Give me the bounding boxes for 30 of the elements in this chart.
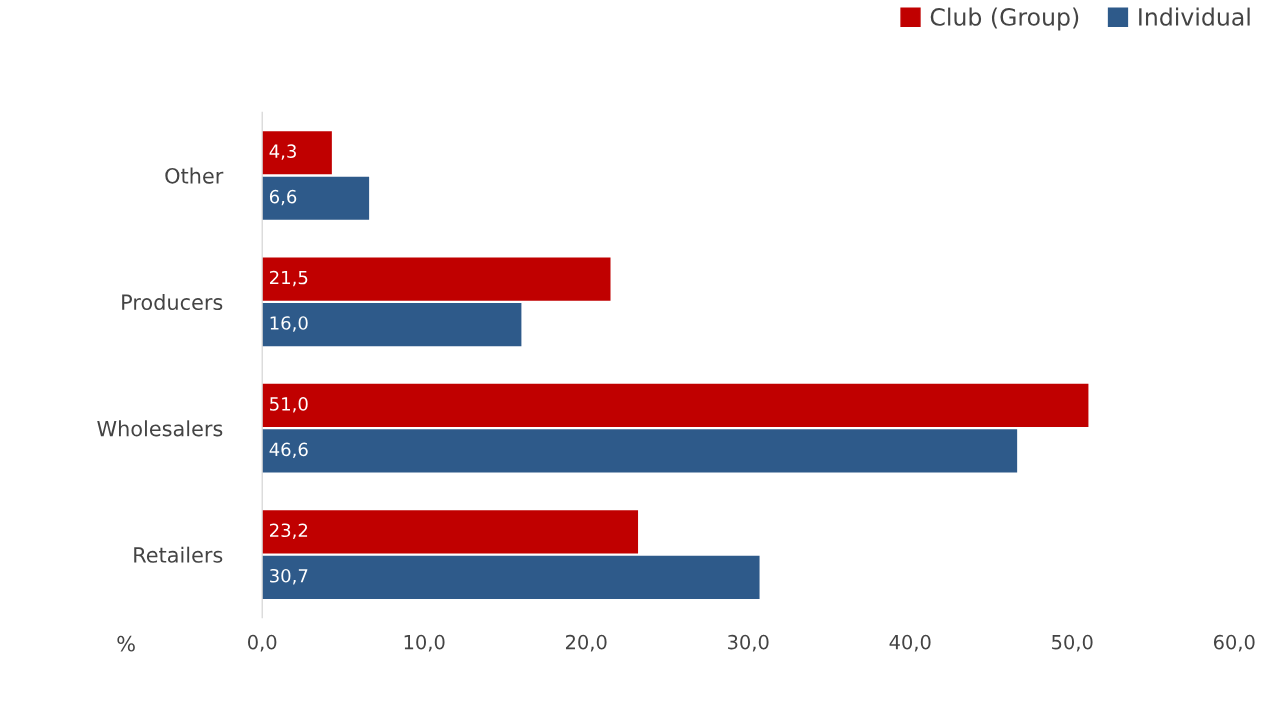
x-tick-label: 0,0: [248, 634, 277, 652]
x-tick-label: 40,0: [889, 634, 931, 652]
bar: [262, 176, 370, 220]
bar: [262, 257, 611, 301]
data-label: 6,6: [269, 189, 297, 206]
y-tick-label: Retailers: [134, 546, 223, 563]
x-tick-label: 60,0: [1213, 634, 1255, 652]
bar: [262, 429, 1018, 473]
x-tick-label: 20,0: [565, 634, 607, 652]
data-label: 4,3: [269, 144, 296, 160]
data-label: 46,6: [269, 442, 308, 459]
bar: [262, 303, 522, 347]
x-tick-label: 50,0: [1052, 634, 1093, 652]
bar: [262, 510, 639, 554]
x-tick-label: 30,0: [728, 634, 769, 652]
x-tick-label: 10,0: [404, 634, 445, 652]
y-tick-label: Wholesalers: [97, 420, 223, 437]
bar: [262, 383, 1089, 428]
data-label: 51,0: [270, 397, 308, 413]
legend-label: Club (Group): [930, 7, 1079, 31]
x-axis-title: %: [117, 635, 135, 652]
bar: [262, 131, 332, 175]
y-tick-label: Other: [165, 167, 224, 184]
data-label: 30,7: [270, 568, 308, 585]
bar: [262, 555, 760, 599]
data-label: 23,2: [270, 523, 308, 539]
data-label: 21,5: [270, 270, 308, 287]
legend-label: Individual: [1139, 7, 1250, 26]
y-tick-label: Producers: [122, 293, 223, 311]
data-label: 16,0: [270, 316, 308, 332]
